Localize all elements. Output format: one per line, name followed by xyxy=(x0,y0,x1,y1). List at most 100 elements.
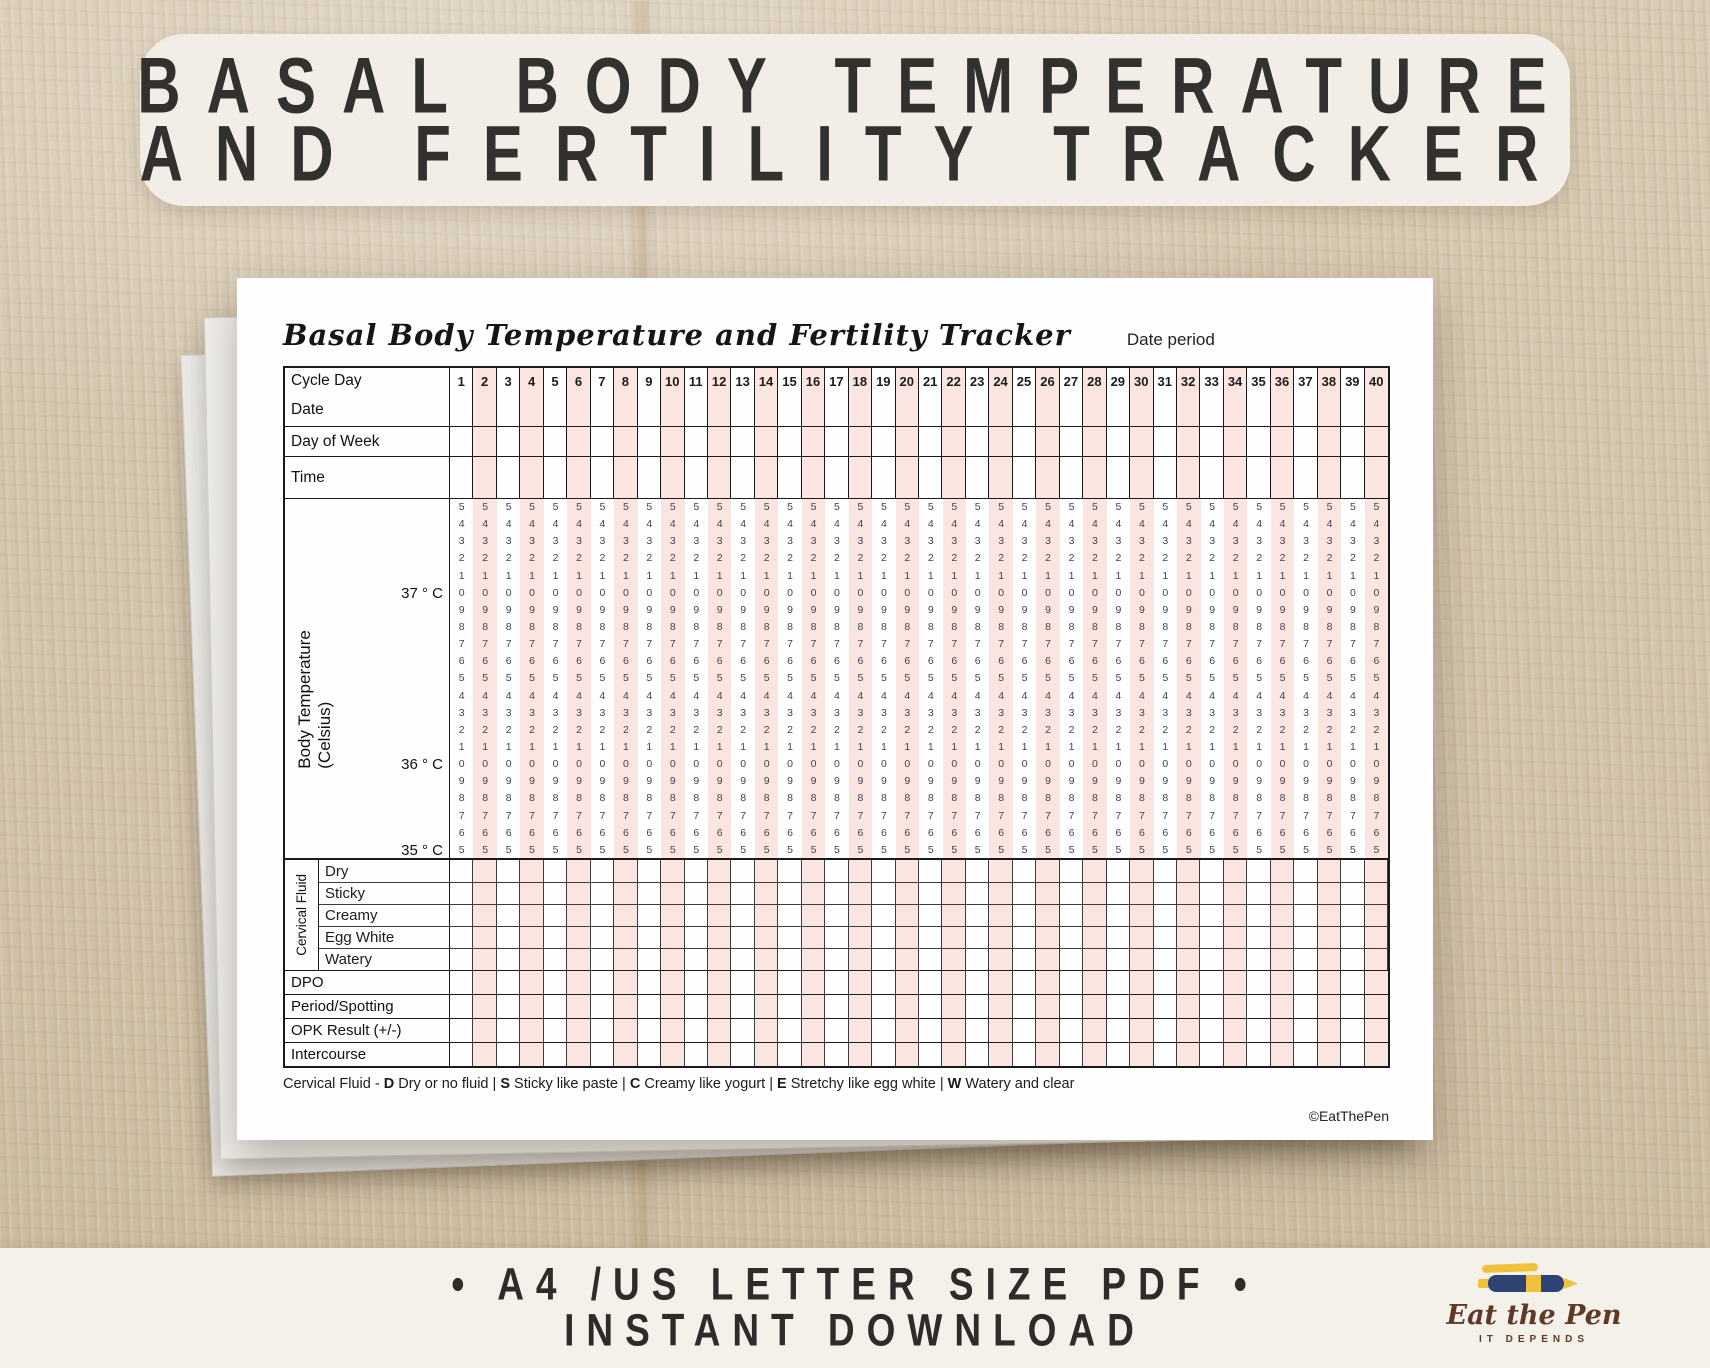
grid-cell xyxy=(919,948,943,970)
grid-cell xyxy=(1060,971,1084,994)
tracker-table: Cycle Day 1 2 3 4 5 6 7 8 9 10 11 12 13 14 15 16 17 18 19 2… xyxy=(283,366,1390,1068)
temp-digit: 5 xyxy=(1232,501,1239,513)
grid-cell xyxy=(1341,1043,1365,1066)
grid-cell xyxy=(520,394,544,426)
temp-digit: 4 xyxy=(1232,518,1239,531)
temp-digit: 9 xyxy=(1373,603,1380,616)
temp-digit: 5 xyxy=(1232,672,1239,685)
grid-cell xyxy=(1176,995,1201,1018)
grid-cell xyxy=(1317,995,1342,1018)
temp-digit: 3 xyxy=(927,535,934,548)
temp-digit: 3 xyxy=(482,535,489,548)
temp-digit: 0 xyxy=(834,586,840,599)
grid-cell xyxy=(685,971,708,994)
cervical-fluid-legend: Cervical Fluid - D Dry or no fluid | S S… xyxy=(283,1076,1075,1092)
temp-digit: 8 xyxy=(1209,792,1216,805)
cycle-day-cell: 26 xyxy=(1036,368,1060,394)
temp-digit: 6 xyxy=(1068,655,1075,668)
temp-digit: 7 xyxy=(622,809,629,822)
grid-cell xyxy=(497,971,521,994)
grid-cell xyxy=(685,1019,708,1042)
grid-cell xyxy=(801,971,826,994)
grid-cell xyxy=(872,926,896,948)
grid-cell xyxy=(1036,860,1060,882)
temp-digit: 9 xyxy=(1326,603,1333,616)
temp-digit: 3 xyxy=(1092,706,1098,719)
temp-digit: 0 xyxy=(1350,758,1356,771)
temp-digit: 9 xyxy=(927,603,934,616)
temp-digit: 2 xyxy=(505,552,512,565)
grid-cell xyxy=(638,394,662,426)
temp-digit: 5 xyxy=(1373,843,1380,856)
grid-cell xyxy=(1176,882,1201,904)
grid-cell xyxy=(989,882,1013,904)
brand-name: Eat the Pen xyxy=(1446,1300,1622,1331)
grid-cell xyxy=(1200,971,1224,994)
temp-digit: 9 xyxy=(1303,775,1309,788)
temp-digit: 1 xyxy=(857,740,864,753)
temp-digit: 5 xyxy=(716,843,723,856)
legend-key: S xyxy=(500,1076,510,1092)
temp-digit: 5 xyxy=(787,672,793,685)
temp-digit: 0 xyxy=(576,758,582,771)
grid-cell xyxy=(754,1019,779,1042)
temp-digit: 9 xyxy=(1209,603,1216,616)
grid-cell xyxy=(965,926,990,948)
grid-cell xyxy=(989,427,1013,456)
grid-cell xyxy=(778,882,802,904)
grid-cell xyxy=(801,427,826,456)
temp-digit: 5 xyxy=(1045,672,1051,685)
temp-digit: 5 xyxy=(974,843,981,856)
temp-digit: 1 xyxy=(1138,569,1145,582)
temp-digit: 5 xyxy=(1068,672,1075,685)
temp-digit: 1 xyxy=(646,740,653,753)
temp-digit: 8 xyxy=(1256,620,1263,633)
temp-digit: 6 xyxy=(740,655,747,668)
temp-digit: 2 xyxy=(904,552,911,565)
grid-cell xyxy=(638,995,662,1018)
grid-cell xyxy=(1036,427,1060,456)
temp-digit: 6 xyxy=(458,655,465,668)
temp-digit: 8 xyxy=(1326,792,1333,805)
temp-digit: 1 xyxy=(716,740,723,753)
temp-digit: 6 xyxy=(857,826,864,839)
temp-digit: 4 xyxy=(904,518,911,531)
grid-cell xyxy=(497,1043,521,1066)
temp-digit: 0 xyxy=(669,586,676,599)
temp-digit: 4 xyxy=(951,689,958,702)
grid-cell xyxy=(1176,427,1201,456)
temp-digit: 3 xyxy=(646,535,653,548)
temp-digit: 0 xyxy=(998,758,1005,771)
temp-digit: 2 xyxy=(1045,552,1051,565)
cycle-day-cell: 3 xyxy=(497,368,521,394)
temp-digit: 7 xyxy=(1162,809,1169,822)
copyright-text: ©EatThePen xyxy=(1308,1108,1389,1124)
temp-digit: 0 xyxy=(857,586,864,599)
grid-cell xyxy=(1154,860,1177,882)
grid-cell xyxy=(1247,948,1271,970)
temp-digit: 2 xyxy=(669,552,676,565)
grid-cell xyxy=(707,427,732,456)
grid-cell xyxy=(1013,971,1037,994)
grid-cell xyxy=(919,860,943,882)
temp-digit: 3 xyxy=(1209,706,1216,719)
temp-digit: 7 xyxy=(552,809,559,822)
grid-cell xyxy=(685,427,708,456)
temp-digit: 0 xyxy=(599,586,606,599)
temp-digit: 3 xyxy=(1115,535,1122,548)
grid-cell xyxy=(684,904,708,926)
grid-cell xyxy=(1200,427,1224,456)
temp-digit: 4 xyxy=(482,518,489,531)
temp-digit: 4 xyxy=(1115,689,1122,702)
temp-digit: 2 xyxy=(1326,723,1333,736)
temp-digit: 0 xyxy=(1045,758,1051,771)
temp-digit: 0 xyxy=(927,586,934,599)
grid-cell xyxy=(895,1019,919,1042)
temp-digit: 9 xyxy=(693,775,700,788)
